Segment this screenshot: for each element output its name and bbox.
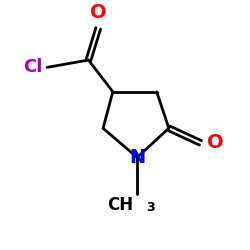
Text: 3: 3 <box>146 201 154 214</box>
Text: CH: CH <box>108 196 134 214</box>
Text: N: N <box>129 148 145 167</box>
Text: O: O <box>206 133 223 152</box>
Text: O: O <box>90 3 106 22</box>
Text: Cl: Cl <box>23 58 43 76</box>
